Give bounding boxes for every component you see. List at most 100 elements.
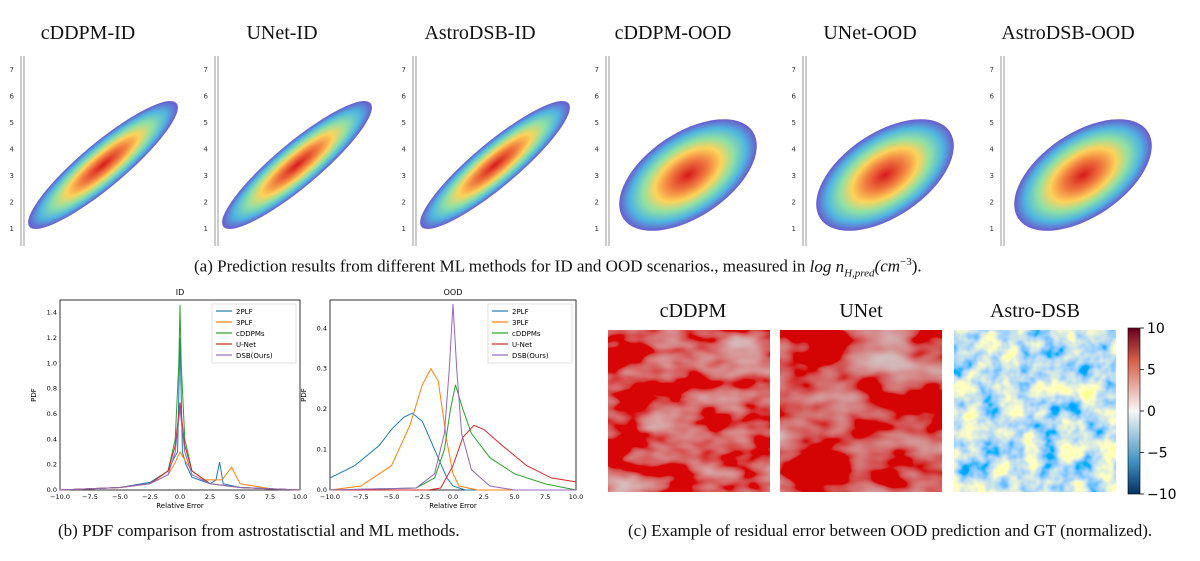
y-tick-label: 0.2 [317, 405, 327, 413]
density-ytick: 7 [595, 66, 599, 74]
density-blob [28, 101, 178, 229]
pdf-chart-ood: OOD −10.0 −7.5 −5.0 −2.5 0.0 2.5 5.0 7.5 10.0 0.0 0… [300, 288, 583, 510]
x-tick-label: −2.5 [142, 493, 158, 501]
density-ytick: 6 [10, 93, 15, 101]
density-plot-4: 1 2 3 4 5 6 7 [792, 56, 954, 246]
x-tick-label: −7.5 [82, 493, 98, 501]
density-ytick: 2 [595, 199, 599, 207]
density-ytick: 1 [204, 225, 208, 233]
legend-label: 2PLF [236, 308, 253, 316]
density-plot-1: 1 2 3 4 5 6 7 [204, 56, 372, 246]
density-ytick: 5 [204, 119, 208, 127]
legend-label: cDDPMs [236, 330, 265, 338]
density-plot-5: 1 2 3 4 5 6 7 [990, 56, 1152, 246]
density-ytick: 5 [595, 119, 599, 127]
y-tick-label: 0.8 [47, 385, 57, 393]
density-title-4: UNet-OOD [823, 22, 917, 44]
density-plot-3: 1 2 3 4 5 6 7 [595, 56, 757, 246]
chart-title: OOD [444, 288, 463, 297]
density-title-2: AstroDSB-ID [424, 22, 536, 44]
y-tick-label: 0.0 [47, 486, 57, 494]
density-blob [420, 101, 570, 229]
density-ytick: 2 [204, 199, 208, 207]
x-tick-label: 7.5 [540, 493, 550, 501]
density-ytick: 4 [10, 146, 15, 154]
legend-label: 3PLF [512, 319, 529, 327]
density-ytick: 2 [10, 199, 14, 207]
pdf-comparison-charts: ID −10.0 −7.5 −5.0 −2.5 0.0 2.5 5.0 7.5 10.0 0.0 0.… [30, 288, 583, 510]
density-ytick: 5 [10, 119, 14, 127]
density-ytick: 4 [990, 146, 995, 154]
y-tick-label: 1.4 [47, 309, 57, 317]
residual-maps: 10 5 0 −5 −10 [608, 321, 1177, 500]
x-tick-label: 0.0 [448, 493, 458, 501]
x-tick-label: −5.0 [112, 493, 128, 501]
series-line-u-net [330, 424, 577, 491]
prediction-density-plots: 1 2 3 4 5 6 7 1 2 3 4 5 6 7 1 2 3 4 5 6 7 1 2 3 4 5 6 7 1 2 3 4 5 6 7 1 2 3 4 5… [10, 56, 1152, 246]
density-plot-2: 1 2 3 4 5 6 7 [402, 56, 570, 246]
x-tick-label: −10.0 [50, 493, 70, 501]
density-ytick: 1 [792, 225, 796, 233]
density-blob [816, 119, 954, 231]
density-ytick: 2 [402, 199, 406, 207]
density-ytick: 2 [792, 199, 796, 207]
density-ytick: 7 [792, 66, 796, 74]
y-tick-label: 0.0 [317, 486, 327, 494]
series-line-3plf [59, 450, 301, 491]
x-tick-label: −2.5 [414, 493, 430, 501]
density-ytick: 5 [990, 119, 994, 127]
density-title-0: cDDPM-ID [40, 22, 136, 44]
density-ytick: 7 [10, 66, 14, 74]
colorbar-tick: 10 [1147, 321, 1165, 337]
residual-colorbar: 10 5 0 −5 −10 [1127, 321, 1177, 500]
y-tick-label: 0.2 [47, 461, 57, 469]
x-tick-label: −10.0 [320, 493, 340, 501]
chart-title: ID [176, 288, 185, 297]
x-tick-label: 2.5 [205, 493, 215, 501]
density-title-1: UNet-ID [246, 22, 318, 44]
density-blob [1014, 119, 1152, 231]
density-ytick: 6 [204, 93, 209, 101]
density-blob [619, 119, 757, 231]
x-tick-label: 5.0 [509, 493, 519, 501]
y-tick-label: 1.0 [47, 359, 57, 367]
residual-map-2 [954, 330, 1116, 492]
y-tick-label: 0.4 [317, 324, 327, 332]
residual-map-1 [780, 330, 942, 492]
series-line-2plf [329, 412, 576, 491]
series-line-u-net [59, 402, 301, 491]
density-ytick: 7 [204, 66, 208, 74]
legend-label: U-Net [512, 341, 532, 349]
residual-title-cddpm: cDDPM [659, 300, 727, 322]
colorbar-tick: 5 [1147, 363, 1156, 379]
x-axis-label: Relative Error [429, 502, 477, 510]
density-plot-0: 1 2 3 4 5 6 7 [10, 56, 178, 246]
legend-label: 3PLF [236, 319, 253, 327]
x-tick-label: 7.5 [265, 493, 275, 501]
x-tick-label: −5.0 [384, 493, 400, 501]
y-tick-label: 0.1 [317, 446, 327, 454]
colorbar-tick: −10 [1147, 487, 1177, 500]
y-tick-label: 0.3 [317, 365, 327, 373]
density-ytick: 6 [595, 93, 600, 101]
chart-frame [329, 299, 577, 491]
y-axis-label: PDF [30, 388, 38, 402]
density-ytick: 3 [990, 172, 994, 180]
colorbar-tick: −5 [1147, 446, 1168, 462]
density-ytick: 3 [204, 172, 208, 180]
density-ytick: 3 [402, 172, 406, 180]
x-tick-label: 5.0 [235, 493, 245, 501]
density-ytick: 2 [990, 199, 994, 207]
density-ytick: 5 [402, 119, 406, 127]
legend-label: U-Net [236, 341, 256, 349]
density-ytick: 7 [990, 66, 994, 74]
density-ytick: 4 [204, 146, 209, 154]
density-title-5: AstroDSB-OOD [1001, 22, 1135, 44]
density-ytick: 3 [595, 172, 599, 180]
x-tick-label: 2.5 [479, 493, 489, 501]
x-tick-label: 10.0 [293, 493, 307, 501]
pdf-chart-id: ID −10.0 −7.5 −5.0 −2.5 0.0 2.5 5.0 7.5 10.0 0.0 0.… [30, 288, 307, 510]
panel-c-caption: (c) Example of residual error between OO… [628, 521, 1153, 540]
residual-title-astro-dsb: Astro-DSB [989, 300, 1080, 322]
residual-map-0 [608, 330, 770, 492]
